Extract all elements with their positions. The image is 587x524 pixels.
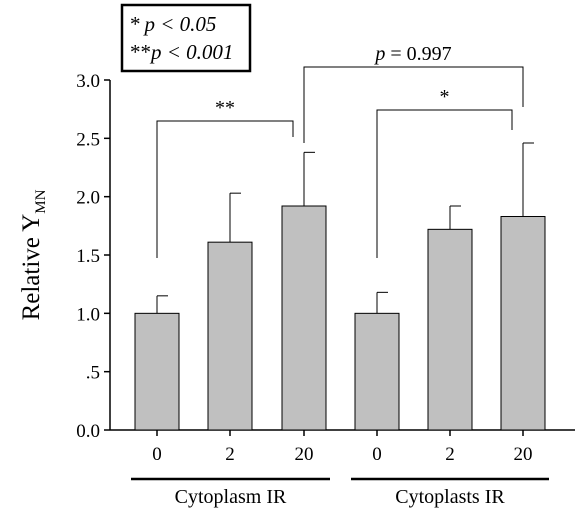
significance-brackets: ** *p = 0.997 (156, 43, 524, 258)
y-tick-label: 0.0 (76, 421, 100, 442)
legend-text-1: p < 0.05 (143, 12, 217, 36)
legend-box (120, 3, 252, 73)
legend-stars-1: * (130, 12, 141, 36)
legend-stars-2: ** (130, 40, 151, 64)
y-tick-label: 2.0 (76, 188, 100, 209)
sig-bracket-3-label: p = 0.997 (373, 43, 451, 65)
group-label: Cytoplasm IR (175, 486, 287, 508)
bars (134, 142, 546, 431)
svg-text:Relative YMN: Relative YMN (18, 189, 49, 320)
legend-line-2: **p < 0.001 (130, 40, 233, 64)
x-tick-label: 20 (514, 444, 533, 465)
bar (500, 216, 546, 431)
y-axis-label: Relative YMN (18, 189, 49, 320)
y-axis-title: Relative Y (18, 214, 45, 321)
sig-bracket-1-label: ** (215, 97, 235, 119)
bar (427, 228, 473, 431)
bar (281, 205, 327, 431)
x-tick-label: 20 (295, 444, 314, 465)
sig-bracket-2-label: * (440, 86, 450, 108)
x-tick-label: 2 (225, 444, 235, 465)
x-tick-label: 0 (372, 444, 382, 465)
bar (207, 241, 253, 431)
bar (134, 312, 180, 431)
legend-text-2: p < 0.001 (149, 40, 233, 64)
y-tick-label: 1.0 (76, 304, 100, 325)
y-tick-label: 3.0 (76, 71, 100, 92)
group-labels: Cytoplasm IR Cytoplasts IR (131, 477, 549, 508)
y-tick-label: 2.5 (76, 129, 100, 150)
x-tick-label: 0 (152, 444, 162, 465)
y-tick-label: 1.5 (76, 246, 100, 267)
y-axis-subscript: MN (33, 189, 49, 213)
bar (354, 312, 400, 431)
sig-bracket-2-line (376, 109, 513, 258)
axes: 0.0 .5 1.0 1.5 2.0 2.5 3.0 0 2 20 0 2 20 (76, 71, 575, 465)
sig-bracket-3-line (303, 66, 524, 143)
y-tick-label: .5 (86, 363, 100, 384)
legend-line-1: * p < 0.05 (130, 12, 216, 36)
group-label: Cytoplasts IR (395, 486, 505, 508)
x-tick-label: 2 (445, 444, 455, 465)
sig-bracket-1-line (156, 120, 294, 258)
legend: * p < 0.05 **p < 0.001 (120, 3, 252, 73)
